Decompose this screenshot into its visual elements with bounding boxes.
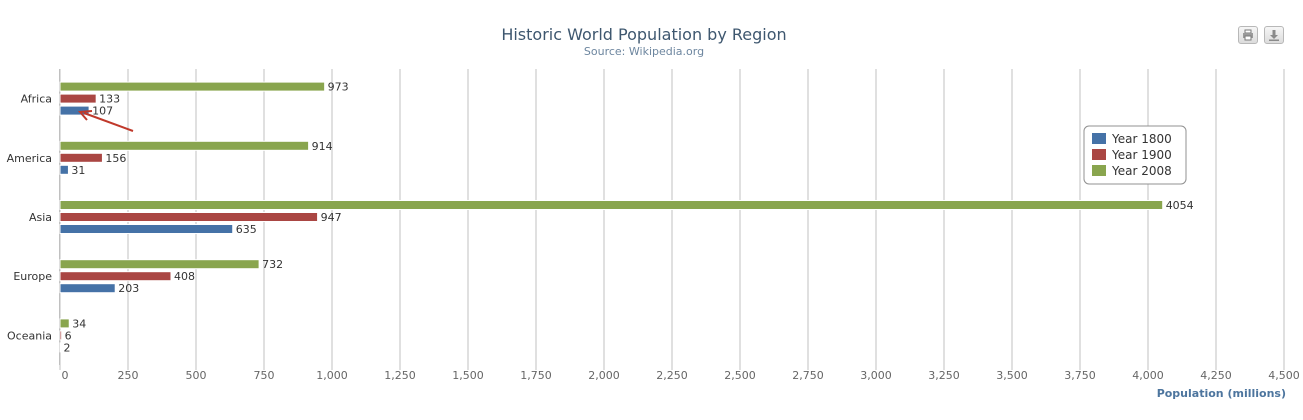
x-tick-label: 2,250 xyxy=(656,369,688,382)
legend-swatch xyxy=(1092,165,1106,176)
x-tick-label: 2,000 xyxy=(588,369,620,382)
data-label: 973 xyxy=(328,81,349,94)
gridlines xyxy=(59,69,1285,370)
x-tick-label: 4,000 xyxy=(1132,369,1164,382)
bar xyxy=(59,342,62,353)
x-tick-label: 1,750 xyxy=(520,369,552,382)
bar xyxy=(59,152,103,163)
legend-item[interactable]: Year 1800 xyxy=(1111,132,1172,146)
download-button[interactable] xyxy=(1264,26,1284,44)
x-tick-label: 4,250 xyxy=(1200,369,1232,382)
data-label: 635 xyxy=(236,223,257,236)
x-tick-label: 4,500 xyxy=(1268,369,1300,382)
x-tick-label: 1,000 xyxy=(316,369,348,382)
download-icon xyxy=(1269,30,1279,41)
bar xyxy=(59,93,97,104)
data-label: 203 xyxy=(118,282,139,295)
annotation-arrow xyxy=(77,110,134,132)
bar xyxy=(59,81,326,92)
legend-item[interactable]: Year 2008 xyxy=(1111,164,1172,178)
x-tick-label: 2,750 xyxy=(792,369,824,382)
bar xyxy=(59,224,234,234)
x-tick-label: 2,500 xyxy=(724,369,756,382)
legend-swatch xyxy=(1092,133,1106,144)
bars xyxy=(59,81,1164,353)
bar xyxy=(59,200,1164,210)
category-label: Europe xyxy=(13,270,52,283)
bar xyxy=(59,283,116,294)
x-tick-label: 0 xyxy=(62,369,69,382)
x-tick-label: 3,750 xyxy=(1064,369,1096,382)
data-label: 4054 xyxy=(1166,199,1194,212)
data-label: 34 xyxy=(72,317,86,330)
legend-swatch xyxy=(1092,149,1106,160)
data-label: 947 xyxy=(321,211,342,224)
category-label: Oceania xyxy=(7,329,52,342)
data-label: 732 xyxy=(262,258,283,271)
data-label: 107 xyxy=(92,105,113,118)
bar xyxy=(59,164,69,175)
bar xyxy=(59,330,63,341)
chart-subtitle: Source: Wikipedia.org xyxy=(584,45,704,58)
data-label: 6 xyxy=(65,329,72,342)
bar xyxy=(59,318,70,329)
bar xyxy=(59,212,319,222)
bar xyxy=(59,271,172,282)
x-tick-label: 750 xyxy=(254,369,275,382)
data-label: 408 xyxy=(174,270,195,283)
x-tick-label: 250 xyxy=(118,369,139,382)
x-tick-label: 500 xyxy=(186,369,207,382)
legend-item[interactable]: Year 1900 xyxy=(1111,148,1172,162)
category-label: America xyxy=(7,152,52,165)
printer-icon xyxy=(1243,29,1253,41)
category-labels: Africa America Asia Europe Oceania xyxy=(7,93,53,343)
x-tick-label: 3,000 xyxy=(860,369,892,382)
legend: Year 1800 Year 1900 Year 2008 xyxy=(1083,125,1187,185)
x-tick-label: 1,250 xyxy=(384,369,416,382)
x-tick-label: 3,500 xyxy=(996,369,1028,382)
data-label: 156 xyxy=(105,152,126,165)
chart-title: Historic World Population by Region xyxy=(501,25,786,44)
bar xyxy=(59,140,310,151)
bar xyxy=(59,259,260,270)
x-tick-labels: 0 250 500 750 1,000 1,250 1,500 1,750 2,000 2,250… xyxy=(62,369,1300,382)
x-tick-label: 1,500 xyxy=(452,369,484,382)
x-tick-label: 3,250 xyxy=(928,369,960,382)
data-label: 133 xyxy=(99,93,120,106)
legend-box xyxy=(1083,125,1187,185)
data-label: 914 xyxy=(312,140,333,153)
category-label: Africa xyxy=(21,93,52,106)
print-button[interactable] xyxy=(1238,26,1258,44)
category-label: Asia xyxy=(29,211,52,224)
x-axis-title: Population (millions) xyxy=(1157,387,1286,400)
data-label: 2 xyxy=(64,341,71,354)
data-label: 31 xyxy=(71,164,85,177)
